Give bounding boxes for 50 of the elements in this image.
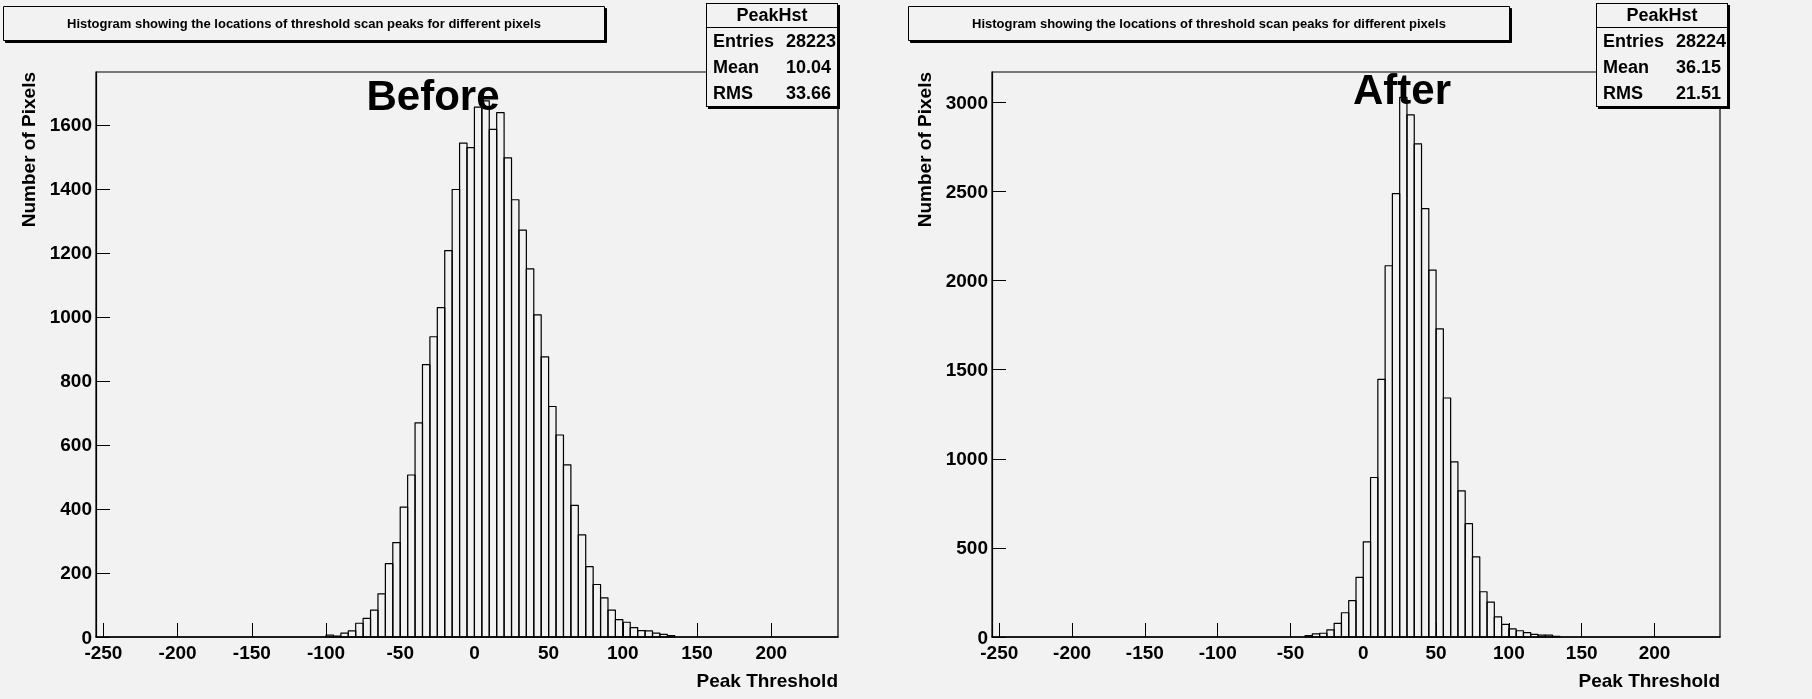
x-tick-label: 200 bbox=[755, 642, 788, 663]
y-tick-label: 800 bbox=[60, 370, 92, 392]
x-tick-label: -150 bbox=[1125, 642, 1164, 663]
chart-title: Histogram showing the locations of threshold scan peaks for different pixels bbox=[67, 16, 541, 31]
x-tick-label: -200 bbox=[158, 642, 197, 663]
y-tick-label: 500 bbox=[956, 537, 988, 559]
y-tick-label: 600 bbox=[60, 434, 92, 456]
y-tick-label: 0 bbox=[977, 626, 988, 648]
x-tick-label: 200 bbox=[1638, 642, 1671, 663]
x-tick-label: 0 bbox=[469, 642, 480, 663]
text: RMS 21.51 bbox=[1603, 83, 1721, 103]
text: PeakHst bbox=[1597, 4, 1727, 28]
x-tick-label: 50 bbox=[538, 642, 560, 663]
y-tick-label: 2000 bbox=[945, 270, 988, 292]
x-tick-label: -100 bbox=[307, 642, 346, 663]
y-axis-title: Number of Pixels bbox=[18, 72, 39, 228]
y-tick-label: 200 bbox=[60, 562, 92, 584]
x-tick-label: 0 bbox=[1357, 642, 1369, 663]
x-axis-title: Peak Threshold bbox=[696, 670, 838, 691]
y-axis-title: Number of Pixels bbox=[914, 72, 935, 228]
text: RMS 33.66 bbox=[713, 83, 831, 103]
x-tick-label: 150 bbox=[1565, 642, 1598, 663]
text: Mean 36.15 bbox=[1603, 57, 1721, 77]
y-tick-label: 1600 bbox=[49, 114, 92, 136]
y-tick-label: 2500 bbox=[945, 180, 988, 202]
x-tick-label: -50 bbox=[1276, 642, 1305, 663]
x-tick-label: 50 bbox=[1425, 642, 1447, 663]
x-tick-label: 100 bbox=[606, 642, 639, 663]
x-axis-title: Peak Threshold bbox=[1578, 670, 1720, 691]
annotation: After bbox=[1352, 66, 1452, 114]
x-tick-label: 150 bbox=[681, 642, 713, 663]
x-tick-label: -200 bbox=[1053, 642, 1092, 663]
y-tick-label: 1500 bbox=[945, 359, 988, 381]
y-tick-label: 1000 bbox=[945, 448, 988, 470]
x-tick-label: -100 bbox=[1198, 642, 1237, 663]
text: PeakHst bbox=[707, 4, 837, 28]
y-tick-label: 3000 bbox=[945, 91, 988, 113]
x-tick-label: 100 bbox=[1493, 642, 1525, 663]
x-tick-label: -150 bbox=[232, 642, 271, 663]
y-tick-label: 1400 bbox=[49, 178, 92, 200]
y-tick-label: 0 bbox=[81, 626, 92, 648]
y-tick-label: 1000 bbox=[49, 306, 92, 328]
text: Mean 10.04 bbox=[713, 57, 831, 77]
y-tick-label: 400 bbox=[60, 498, 92, 520]
text: Entries 28223 bbox=[713, 30, 837, 53]
annotation: Before bbox=[366, 72, 500, 120]
y-tick-label: 1200 bbox=[49, 242, 92, 264]
text: Entries 28224 bbox=[1603, 30, 1727, 53]
x-tick-label: -50 bbox=[386, 642, 414, 663]
chart-title: Histogram showing the locations of threshold scan peaks for different pixels bbox=[972, 16, 1446, 31]
